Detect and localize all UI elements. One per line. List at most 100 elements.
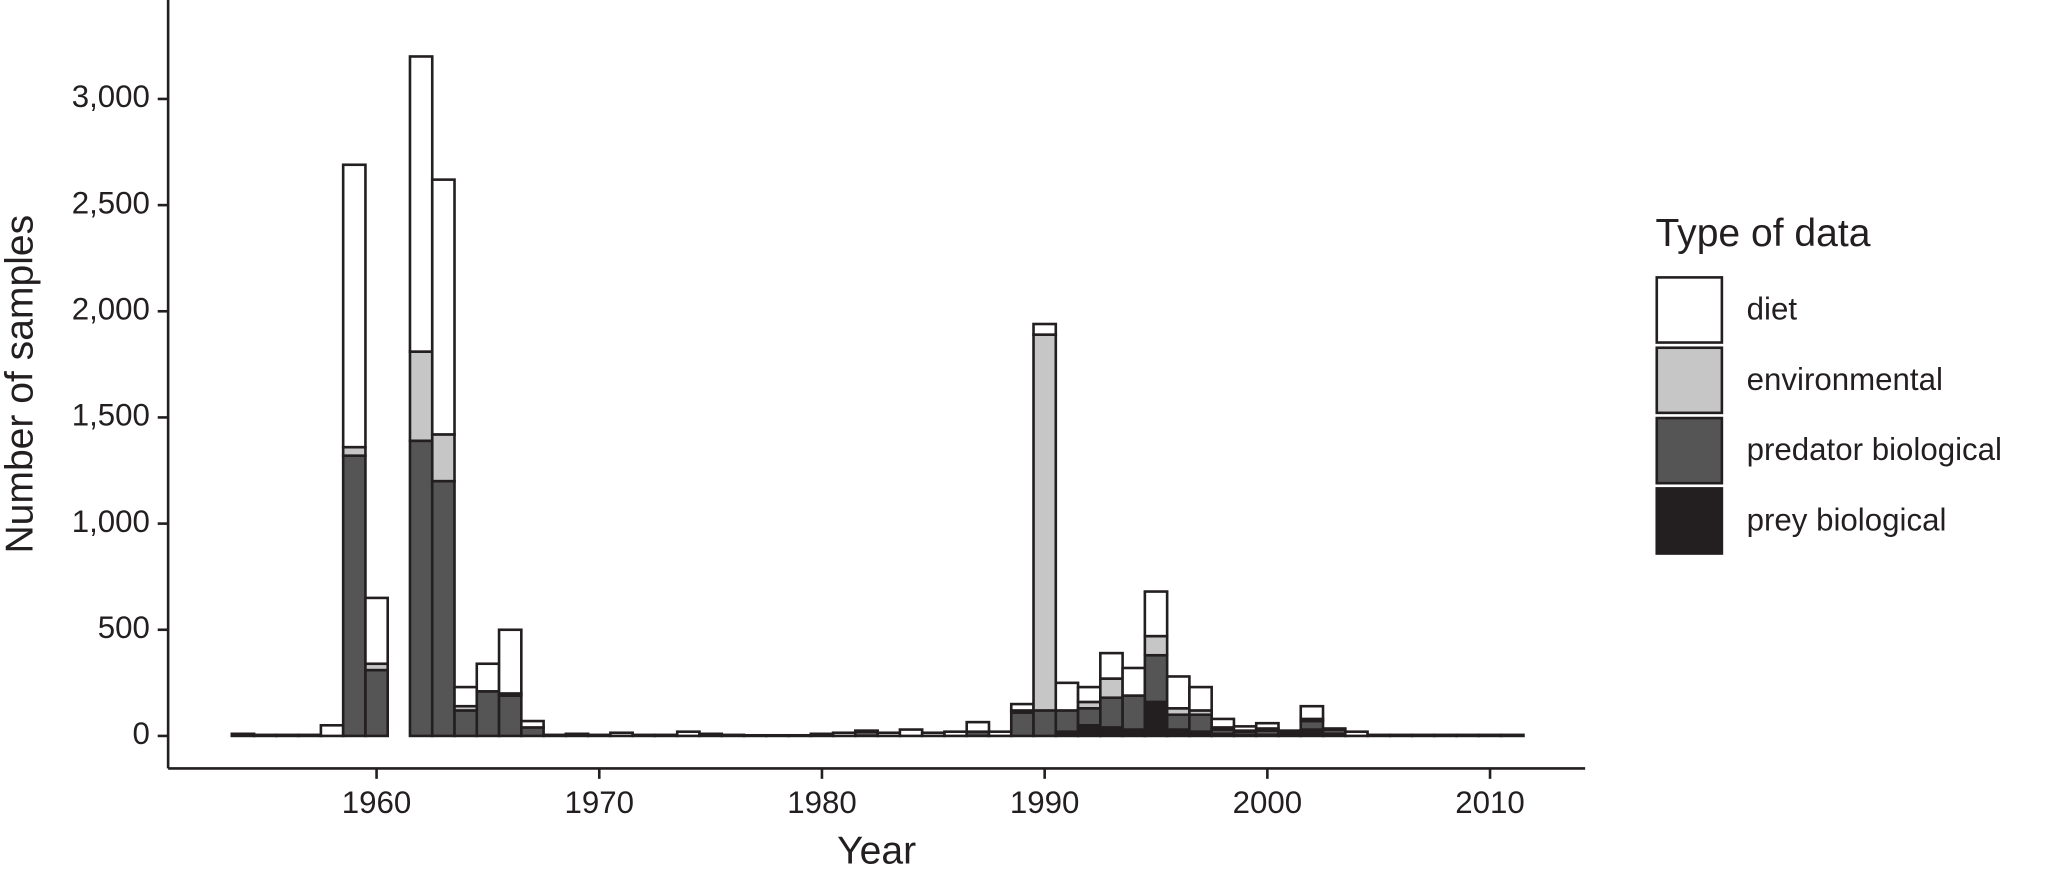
bar-segment (408, 55, 434, 353)
bar-segment (408, 439, 434, 738)
bar-segment (1054, 709, 1080, 733)
bar-segment (520, 719, 545, 729)
bar-segment (586, 733, 612, 738)
bar-segment (831, 731, 857, 738)
legend-key (1655, 346, 1724, 415)
bar-segment (275, 733, 300, 738)
bar-segment (1032, 709, 1058, 738)
bar-segment (1032, 322, 1058, 336)
x-axis-title: Year (837, 829, 916, 870)
bar-segment (408, 350, 434, 443)
bar-segment (1410, 733, 1436, 738)
bar-segment (1477, 733, 1503, 738)
bar-segment (1188, 685, 1213, 712)
bar-segment (1188, 713, 1213, 733)
bar-segment (542, 733, 568, 738)
legend-label: diet (1747, 292, 1798, 327)
bar-segment (1499, 733, 1525, 738)
bar-segment (1455, 733, 1481, 738)
bar-segment (1143, 590, 1169, 638)
bar-segment (1388, 733, 1414, 738)
y-tick-label: 2,000 (72, 292, 150, 327)
bar-segment (341, 454, 367, 738)
bar-segment (1277, 729, 1303, 735)
bar-segment (1121, 666, 1147, 697)
bar-segment (497, 694, 523, 738)
x-tick-label: 2000 (1233, 785, 1303, 820)
y-tick-label: 1,500 (72, 398, 150, 433)
bar-segment (453, 709, 479, 738)
x-tick-label: 2010 (1455, 785, 1525, 820)
bar-segment (1009, 711, 1035, 738)
bar-segment (1099, 696, 1124, 729)
legend-label: predator biological (1747, 432, 2002, 467)
bar-segment (965, 720, 991, 733)
bar-segment (1165, 713, 1191, 731)
bar-segment (1343, 730, 1369, 738)
bar-segment (1032, 333, 1058, 712)
bar-segment (609, 731, 634, 738)
bar-segment (1210, 717, 1236, 729)
y-tick-label: 3,000 (72, 79, 150, 114)
y-tick-label: 500 (98, 610, 150, 645)
bar-segment (1299, 704, 1325, 721)
bar-segment (764, 733, 790, 738)
bar-segment (1143, 634, 1169, 657)
bar-segment (1099, 677, 1124, 700)
bar-segment (364, 596, 390, 666)
bar-segment (475, 662, 501, 693)
bar-segment (297, 733, 323, 738)
bar-segment (430, 479, 456, 738)
bar-segment (720, 733, 746, 738)
bar-segment (1143, 653, 1169, 704)
bar-segment (341, 163, 367, 449)
x-tick-label: 1990 (1010, 785, 1080, 820)
bar-segment (430, 178, 456, 436)
bar-segment (1254, 721, 1280, 730)
bar-segment (1366, 733, 1392, 738)
legend-key (1655, 276, 1724, 344)
legend-label: prey biological (1747, 503, 1947, 538)
bar-segment (854, 729, 879, 733)
bar-segment (809, 732, 835, 738)
bar-segment (364, 668, 390, 738)
bar-segment (430, 433, 456, 483)
bar-segment (742, 733, 768, 738)
y-axis-title: Number of samples (0, 215, 42, 554)
bar-segment (1433, 733, 1458, 738)
x-tick-label: 1970 (564, 785, 634, 820)
y-tick-label: 1,000 (72, 504, 150, 539)
bar-segment (1009, 702, 1035, 712)
bar-segment (631, 733, 657, 738)
bar-segment (787, 733, 813, 738)
bar-segment (987, 730, 1013, 738)
legend-key (1655, 416, 1724, 485)
y-tick-label: 0 (133, 716, 150, 751)
bar-segment (1232, 725, 1258, 732)
bar-segment (1076, 685, 1102, 704)
bar-segment (898, 728, 924, 738)
bar-segment (1076, 724, 1102, 738)
bar-segment (876, 731, 902, 738)
bar-segment (1099, 651, 1124, 680)
legend-title: Type of data (1655, 212, 1870, 255)
bar-segment (497, 628, 523, 695)
bar-segment (698, 732, 724, 738)
bar-segment (230, 732, 256, 738)
bar-segment (920, 731, 946, 738)
bar-segment (1165, 675, 1191, 710)
bar-segment (319, 724, 345, 738)
bar-segment (1076, 707, 1102, 727)
bar-segment (1054, 681, 1080, 712)
bar-segment (1321, 727, 1347, 731)
bar-segment (453, 685, 479, 708)
bar-segment (475, 690, 501, 738)
bar-segment (1143, 700, 1169, 738)
bar-segment (564, 732, 590, 738)
bar-segment (653, 733, 679, 738)
x-tick-label: 1980 (787, 785, 857, 820)
bar-segment (1121, 694, 1147, 731)
bar-segment (252, 733, 278, 738)
y-tick-label: 2,500 (72, 185, 150, 220)
